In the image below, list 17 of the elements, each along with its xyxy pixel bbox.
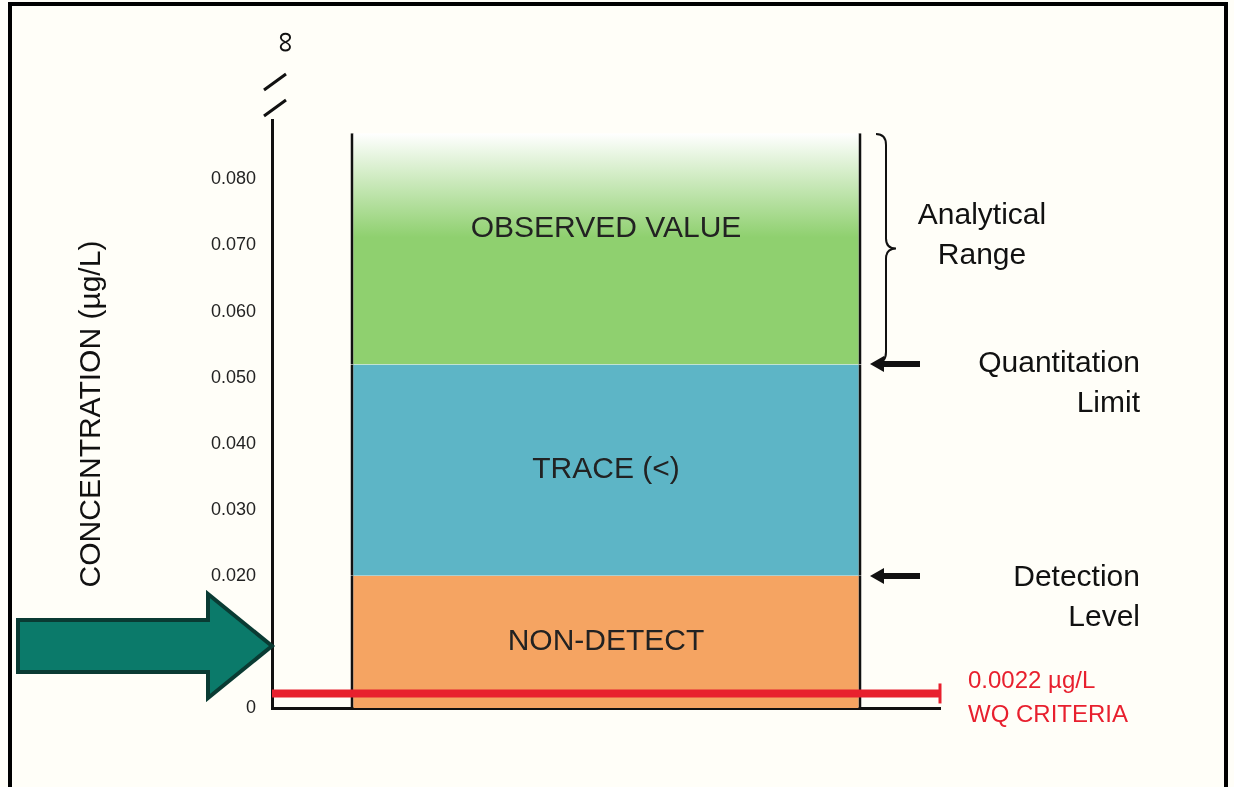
y-tick-label: 0.050 <box>210 366 256 387</box>
text: ∞ <box>267 31 301 53</box>
y-tick-label: 0.080 <box>210 168 256 189</box>
ref-line-label: 0.0022 µg/L WQ CRITERIA <box>968 666 1128 728</box>
y-tick-label: 0.060 <box>210 300 256 321</box>
text: Analytical Range <box>917 197 1047 271</box>
text: Quantitation Limit <box>978 345 1141 419</box>
series-label: NON-DETECT <box>507 623 705 657</box>
series-label: OBSERVED VALUE <box>470 210 742 244</box>
y-axis-title: CONCENTRATION (µg/L) <box>73 240 107 588</box>
y-tick-label: 0.070 <box>210 234 256 255</box>
y-tick-label: 0.040 <box>210 432 256 453</box>
y-tick-label: 0 <box>245 696 256 717</box>
series-label: TRACE (<) <box>532 451 680 485</box>
y-tick-label: 0.030 <box>210 498 256 519</box>
y-tick-label: 0.020 <box>210 564 256 585</box>
text: Detection Level <box>1013 559 1140 633</box>
